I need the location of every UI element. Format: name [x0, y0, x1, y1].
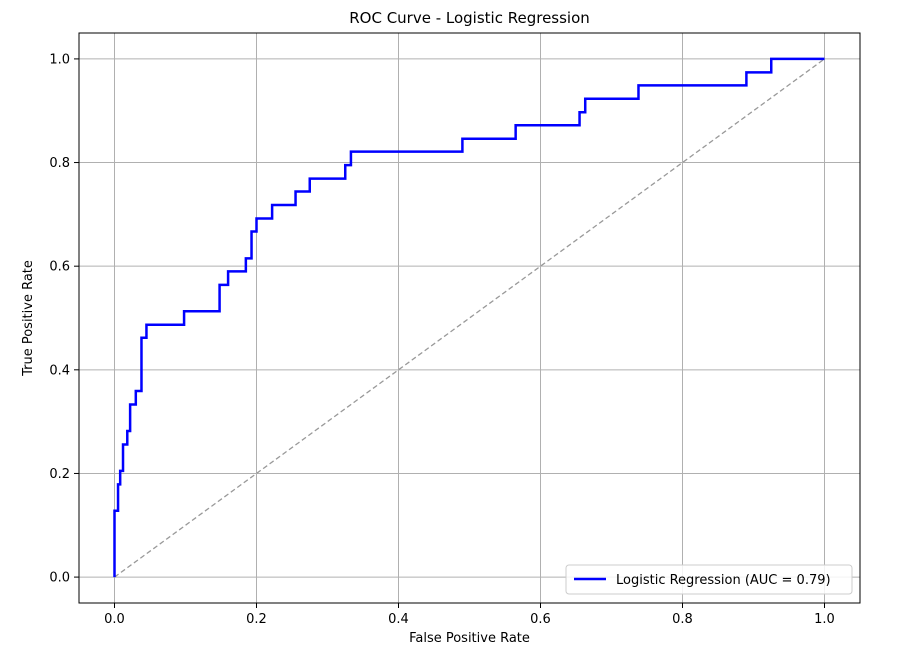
- x-axis-label: False Positive Rate: [409, 631, 530, 646]
- legend-label: Logistic Regression (AUC = 0.79): [616, 573, 831, 588]
- chart-title: ROC Curve - Logistic Regression: [349, 9, 590, 27]
- y-tick-label: 0.2: [49, 467, 70, 482]
- roc-curve-line: [113, 57, 825, 578]
- y-tick-label: 0.8: [49, 156, 70, 171]
- x-tick-label: 0.6: [530, 612, 551, 627]
- x-tick-label: 0.8: [672, 612, 693, 627]
- x-tick-label: 1.0: [814, 612, 835, 627]
- y-axis-label: True Positive Rate: [21, 260, 36, 377]
- y-tick-label: 0.6: [49, 260, 70, 275]
- legend-box: [565, 564, 853, 595]
- y-tick-label: 1.0: [49, 52, 70, 67]
- grid-lines: [79, 33, 860, 603]
- y-tick-label: 0.4: [49, 363, 70, 378]
- x-tick-label: 0.0: [104, 612, 125, 627]
- plot-frame: [78, 32, 861, 604]
- x-axis-ticks: 0.0 0.2 0.4 0.6 0.8 1.0: [104, 603, 835, 627]
- x-tick-label: 0.4: [388, 612, 409, 627]
- y-tick-label: 0.0: [49, 571, 70, 586]
- legend: Logistic Regression (AUC = 0.79): [565, 564, 853, 595]
- y-axis-ticks: 0.0 0.2 0.4 0.6 0.8 1.0: [49, 52, 79, 586]
- x-tick-label: 0.2: [246, 612, 267, 627]
- chance-diagonal-line: [114, 58, 825, 578]
- series-layer: [113, 57, 825, 578]
